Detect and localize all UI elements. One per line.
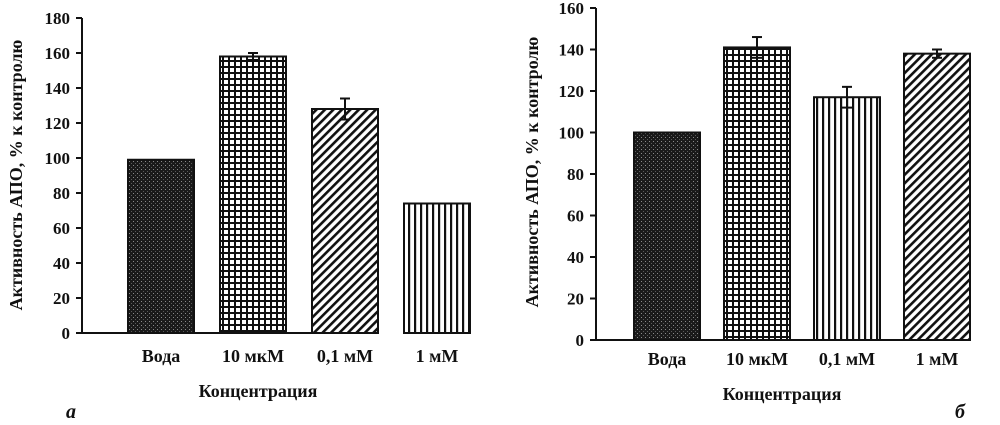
y-tick-label: 120 [45,114,71,133]
bar [633,131,701,341]
y-tick-label: 120 [559,82,585,101]
bar [723,46,791,342]
y-tick-label: 100 [45,149,71,168]
y-tick-label: 0 [576,331,585,350]
y-tick-label: 0 [62,324,71,343]
category-labels: Вода 10 мкМ 0,1 мМ 1 мМ [648,349,959,369]
category-label: Вода [142,346,181,366]
y-tick-label: 40 [567,248,584,267]
x-axis-title: Концентрация [723,384,842,404]
category-label: 0,1 мМ [819,349,875,369]
y-tick-label: 140 [559,41,585,60]
bars [633,36,971,342]
y-tick-label: 180 [45,9,71,28]
category-label: Вода [648,349,687,369]
y-tick-label: 160 [559,0,585,18]
chart-panel-a: 0 20 40 60 80 100 120 140 160 180 Вода 10 мкМ 0,1 м… [6,9,471,423]
y-tick-label: 80 [53,184,70,203]
category-label: 1 мМ [916,349,959,369]
panel-label-b: б [955,401,966,423]
y-tick-label: 80 [567,165,584,184]
bar [219,55,287,334]
y-tick-label: 20 [53,289,70,308]
y-tick-label: 20 [567,290,584,309]
y-tick-label: 60 [567,207,584,226]
bars [127,52,471,334]
y-ticks: 0 20 40 60 80 100 120 140 160 180 [45,9,82,343]
bar [903,52,971,342]
category-label: 0,1 мМ [317,346,373,366]
y-axis-title: Активность АПО, % к контролю [6,39,26,310]
chart-panel-b: 0 20 40 60 80 100 120 140 160 Вода 10 мкМ 0,1 мМ 1 … [522,0,971,423]
bar [127,158,195,334]
panel-label-a: а [66,401,76,423]
category-label: 10 мкМ [222,346,284,366]
y-tick-label: 140 [45,79,71,98]
y-ticks: 0 20 40 60 80 100 120 140 160 [559,0,596,350]
category-labels: Вода 10 мкМ 0,1 мМ 1 мМ [142,346,459,366]
category-label: 1 мМ [416,346,459,366]
bar [403,202,471,334]
category-label: 10 мкМ [726,349,788,369]
y-tick-label: 40 [53,254,70,273]
x-axis-title: Концентрация [199,381,318,401]
bar [813,96,881,341]
y-tick-label: 160 [45,44,71,63]
bar [311,108,379,334]
y-tick-label: 60 [53,219,70,238]
y-tick-label: 100 [559,124,585,143]
y-axis-title: Активность АПО, % к контролю [522,36,542,307]
